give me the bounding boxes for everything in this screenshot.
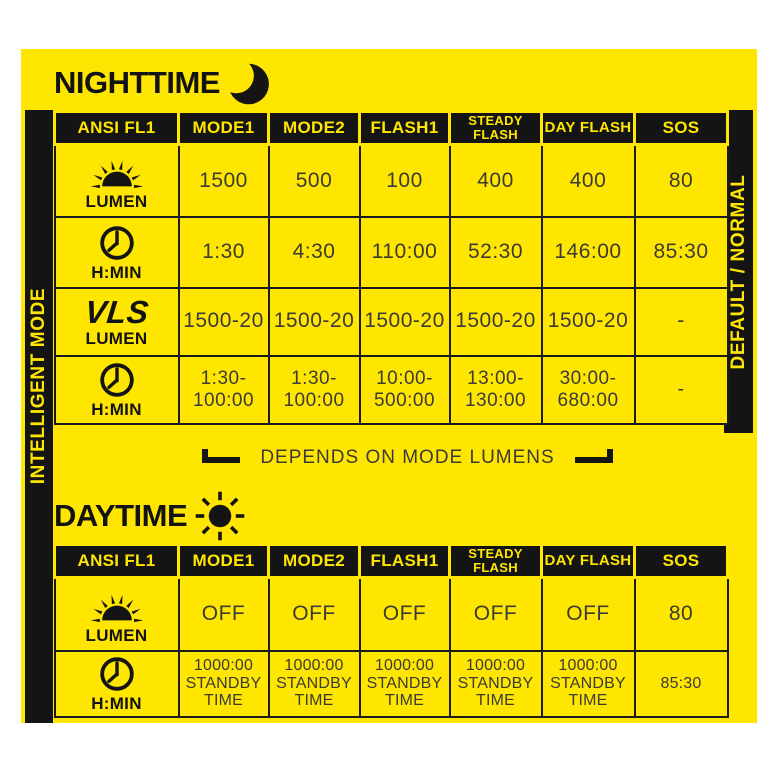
value-cell: 1:30 (177, 215, 270, 289)
daytime-table: ANSI FL1 MODE1 MODE2 FLASH1 STEADY FLASH… (53, 543, 729, 718)
column-header-mode1: MODE1 (177, 110, 270, 146)
row-header-lumen: LUMEN (53, 576, 180, 652)
value-cell: 30:00-680:00 (540, 354, 636, 425)
column-header-flash1: FLASH1 (358, 543, 451, 579)
value-cell: OFF (177, 576, 270, 652)
value-cell: 400 (448, 143, 543, 218)
depends-note-text: DEPENDS ON MODE LUMENS (260, 447, 555, 468)
lumen-sunburst-icon (90, 160, 143, 189)
table-row: LUMEN 1500 500 100 400 400 80 (53, 143, 729, 218)
depends-note: DEPENDS ON MODE LUMENS (53, 441, 726, 475)
table-row: H:MIN 1:30-100:00 1:30-100:00 10:00-500:… (53, 354, 729, 425)
value-cell: OFF (267, 576, 361, 652)
table-row: H:MIN 1000:00 STANDBY TIME 1000:00 STAND… (53, 649, 729, 718)
column-header-flash1: FLASH1 (358, 110, 451, 146)
row-label: H:MIN (91, 694, 142, 713)
table-row: VLS LUMEN 1500-20 1500-20 1500-20 1500-2… (53, 286, 729, 357)
row-header-lumen: LUMEN (53, 143, 180, 218)
column-header-steady-flash: STEADY FLASH (448, 110, 543, 146)
value-cell: 1500-20 (358, 286, 451, 357)
value-cell: 1500-20 (448, 286, 543, 357)
value-cell: 1000:00 STANDBY TIME (358, 649, 451, 718)
row-header-hmin: H:MIN (53, 354, 180, 425)
value-cell: - (633, 354, 729, 425)
value-cell: 1:30-100:00 (177, 354, 270, 425)
value-cell: 13:00-130:00 (448, 354, 543, 425)
column-header-day-flash: DAY FLASH (540, 110, 636, 146)
value-cell: 80 (633, 143, 729, 218)
value-cell: 80 (633, 576, 729, 652)
value-cell: 100 (358, 143, 451, 218)
nighttime-table: ANSI FL1 MODE1 MODE2 FLASH1 STEADY FLASH… (53, 110, 729, 425)
column-header-sos: SOS (633, 543, 729, 579)
value-cell: 85:30 (633, 215, 729, 289)
value-cell: OFF (540, 576, 636, 652)
value-cell: 52:30 (448, 215, 543, 289)
value-cell: 1:30-100:00 (267, 354, 361, 425)
row-label: LUMEN (85, 329, 148, 348)
column-header-mode1: MODE1 (177, 543, 270, 579)
value-cell: 1000:00 STANDBY TIME (267, 649, 361, 718)
bracket-left-icon (202, 449, 241, 463)
daytime-section-title: DAYTIME (54, 486, 247, 546)
value-cell: OFF (358, 576, 451, 652)
row-header-hmin: H:MIN (53, 215, 180, 289)
left-sidebar: INTELLIGENT MODE (25, 110, 53, 723)
value-cell: 1500-20 (540, 286, 636, 357)
daytime-header-row: ANSI FL1 MODE1 MODE2 FLASH1 STEADY FLASH… (53, 543, 729, 579)
value-cell: 1500-20 (177, 286, 270, 357)
value-cell: 1000:00 STANDBY TIME (448, 649, 543, 718)
bracket-right-icon (574, 449, 613, 463)
column-header-day-flash: DAY FLASH (540, 543, 636, 579)
side-label-default-normal: DEFAULT / NORMAL (727, 173, 749, 370)
value-cell: - (633, 286, 729, 357)
row-label: H:MIN (91, 262, 142, 282)
column-header-mode2: MODE2 (267, 110, 361, 146)
value-cell: 10:00-500:00 (358, 354, 451, 425)
nighttime-title: NIGHTTIME (54, 65, 221, 100)
value-cell: 1000:00 STANDBY TIME (540, 649, 636, 718)
value-cell: 1500 (177, 143, 270, 218)
column-header-ansi-fl1: ANSI FL1 (53, 110, 180, 146)
nighttime-section-title: NIGHTTIME (54, 57, 269, 109)
lumen-sunburst-icon (90, 594, 143, 622)
yellow-board: NIGHTTIME INTELLIGENT MODE DEFAULT / NOR… (21, 49, 757, 723)
row-label: LUMEN (85, 192, 148, 212)
value-cell: 1000:00 STANDBY TIME (177, 649, 270, 718)
value-cell: 400 (540, 143, 636, 218)
row-label: LUMEN (85, 625, 148, 645)
value-cell: 4:30 (267, 215, 361, 289)
nighttime-header-row: ANSI FL1 MODE1 MODE2 FLASH1 STEADY FLASH… (53, 110, 729, 146)
row-label: H:MIN (91, 400, 142, 419)
right-sidebar: DEFAULT / NORMAL (724, 110, 753, 433)
clock-icon (99, 225, 134, 260)
vls-logo: VLS (82, 294, 151, 330)
value-cell: 146:00 (540, 215, 636, 289)
daytime-title: DAYTIME (54, 498, 188, 533)
clock-icon (99, 657, 134, 691)
table-row: H:MIN 1:30 4:30 110:00 52:30 146:00 85:3… (53, 215, 729, 289)
column-header-steady-flash: STEADY FLASH (448, 543, 543, 579)
column-header-mode2: MODE2 (267, 543, 361, 579)
row-header-vls-lumen: VLS LUMEN (53, 286, 180, 357)
column-header-sos: SOS (633, 110, 729, 146)
moon-icon (222, 58, 269, 105)
value-cell: 85:30 (633, 649, 729, 718)
sun-icon (195, 491, 245, 541)
value-cell: 500 (267, 143, 361, 218)
row-header-hmin: H:MIN (53, 649, 180, 718)
column-header-ansi-fl1: ANSI FL1 (53, 543, 180, 579)
clock-icon (99, 363, 134, 397)
table-row: LUMEN OFF OFF OFF OFF OFF 80 (53, 576, 729, 652)
side-label-intelligent-mode: INTELLIGENT MODE (28, 287, 49, 485)
value-cell: 1500-20 (267, 286, 361, 357)
value-cell: OFF (448, 576, 543, 652)
value-cell: 110:00 (358, 215, 451, 289)
